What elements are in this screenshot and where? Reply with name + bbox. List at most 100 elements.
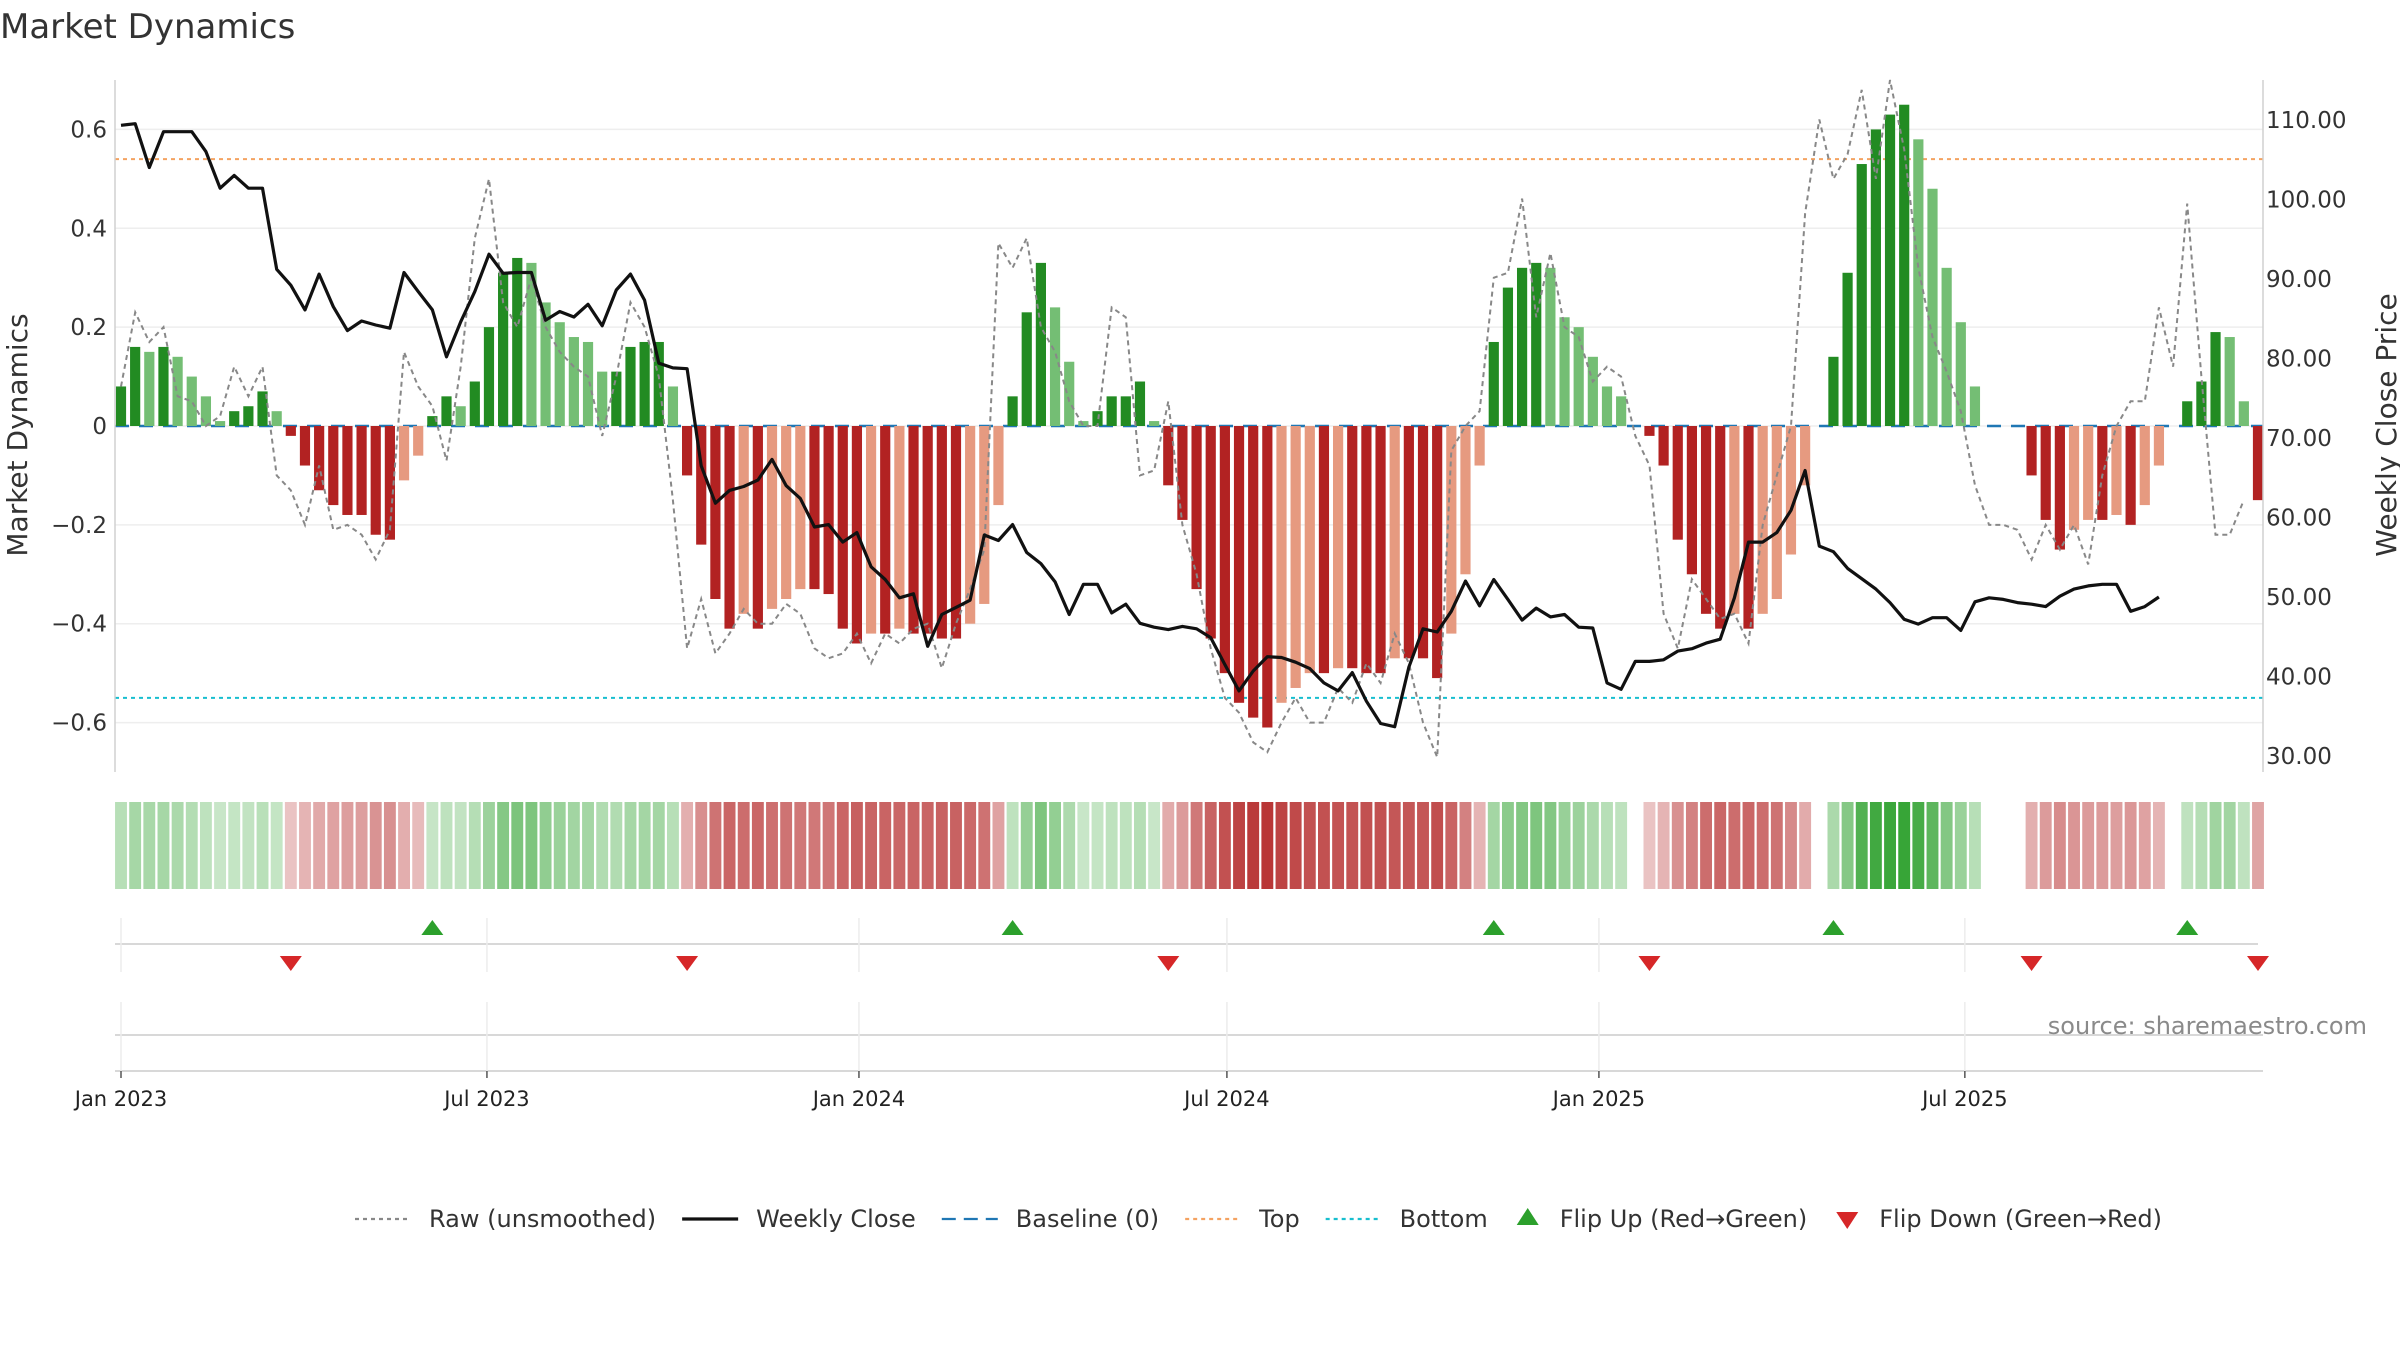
legend-item-raw: Raw (unsmoothed) bbox=[355, 1205, 656, 1233]
regime-cell bbox=[1898, 802, 1911, 889]
regime-cell bbox=[681, 802, 694, 889]
left-tick-label: 0.4 bbox=[70, 216, 107, 242]
bar bbox=[809, 426, 820, 590]
regime-cell bbox=[1473, 802, 1486, 889]
bar bbox=[158, 346, 169, 426]
regime-cell bbox=[2053, 802, 2066, 889]
regime-cell bbox=[270, 802, 283, 889]
bar bbox=[667, 386, 679, 426]
regime-cell bbox=[327, 802, 340, 889]
bar bbox=[908, 426, 919, 634]
legend-item-close: Weekly Close bbox=[682, 1205, 916, 1233]
regime-cell bbox=[214, 802, 227, 889]
bar bbox=[1120, 396, 1131, 426]
bar bbox=[1417, 426, 1429, 659]
regime-cell bbox=[652, 802, 665, 889]
regime-cell bbox=[1884, 802, 1896, 889]
regime-cell bbox=[780, 802, 793, 889]
bar bbox=[2224, 337, 2235, 426]
bar bbox=[2097, 426, 2108, 520]
legend-item-baseline: Baseline (0) bbox=[941, 1205, 1159, 1233]
bar bbox=[1870, 129, 1881, 426]
regime-cell bbox=[1714, 802, 1727, 889]
regime-cell bbox=[1827, 802, 1840, 889]
bar bbox=[257, 391, 268, 426]
regime-cell bbox=[1020, 802, 1033, 889]
right-axis-label: Weekly Close Price bbox=[2370, 293, 2400, 556]
bar bbox=[950, 426, 962, 639]
regime-cell bbox=[1247, 802, 1260, 889]
regime-cell bbox=[1233, 802, 1245, 889]
bar bbox=[1219, 426, 1230, 674]
regime-cell bbox=[1785, 802, 1797, 889]
right-tick-label: 110.00 bbox=[2266, 108, 2346, 134]
bar bbox=[1375, 426, 1386, 674]
bar bbox=[922, 426, 933, 634]
regime-cell bbox=[1204, 802, 1217, 889]
left-tick-label: −0.6 bbox=[51, 711, 107, 737]
x-tick-label: Jan 2025 bbox=[1551, 1087, 1646, 1111]
bar bbox=[894, 426, 905, 629]
regime-cell bbox=[171, 802, 184, 889]
bar bbox=[1389, 426, 1400, 659]
bar bbox=[681, 426, 693, 476]
bar bbox=[625, 346, 636, 426]
bar bbox=[2182, 401, 2193, 426]
bar bbox=[243, 406, 254, 426]
left-tick-label: 0 bbox=[92, 414, 107, 440]
regime-cell bbox=[1869, 802, 1882, 889]
bar bbox=[554, 322, 565, 426]
bar bbox=[455, 406, 466, 426]
bar bbox=[1828, 356, 1839, 426]
close-line bbox=[120, 122, 2160, 729]
regime-cell bbox=[1148, 802, 1161, 889]
regime-cell bbox=[440, 802, 453, 889]
left-tick-label: −0.2 bbox=[51, 513, 107, 539]
regime-cell bbox=[921, 802, 934, 889]
bar bbox=[540, 302, 551, 426]
regime-cell bbox=[850, 802, 863, 889]
bar bbox=[795, 426, 806, 590]
bar bbox=[1064, 361, 1075, 426]
bar-series bbox=[115, 104, 2264, 728]
left-tick-label: 0.6 bbox=[70, 117, 107, 143]
bar bbox=[1233, 426, 1245, 703]
regime-cell bbox=[624, 802, 637, 889]
bar bbox=[1446, 426, 1457, 634]
right-tick-label: 40.00 bbox=[2266, 665, 2332, 691]
bar bbox=[1969, 386, 1981, 426]
bar bbox=[880, 426, 891, 634]
bar bbox=[512, 257, 523, 426]
bar bbox=[1007, 396, 1018, 426]
bar bbox=[427, 416, 438, 426]
legend-item-flip_down: Flip Down (Green→Red) bbox=[1836, 1205, 2162, 1233]
regime-cell bbox=[1657, 802, 1670, 889]
bar bbox=[1318, 426, 1330, 674]
regime-cell bbox=[935, 802, 948, 889]
bar bbox=[1488, 341, 1499, 426]
regime-cell bbox=[1940, 802, 1953, 889]
regime-cell bbox=[2096, 802, 2109, 889]
bar bbox=[2125, 426, 2136, 525]
regime-cell bbox=[723, 802, 736, 889]
bar bbox=[384, 426, 395, 540]
bar bbox=[1262, 426, 1273, 728]
regime-cell bbox=[553, 802, 566, 889]
bar bbox=[1502, 287, 1514, 426]
bar bbox=[398, 426, 410, 481]
bar bbox=[1601, 386, 1613, 426]
bar bbox=[710, 426, 721, 599]
regime-cell bbox=[355, 802, 368, 889]
bar bbox=[1276, 426, 1287, 703]
regime-cell bbox=[483, 802, 495, 889]
regime-cell bbox=[978, 802, 991, 889]
regime-cell bbox=[1756, 802, 1769, 889]
regime-cell bbox=[511, 802, 524, 889]
right-tick-label: 50.00 bbox=[2266, 585, 2332, 611]
regime-cell bbox=[2110, 802, 2123, 889]
bar bbox=[1191, 426, 1202, 590]
regime-cell bbox=[1049, 802, 1061, 889]
bar bbox=[639, 341, 650, 426]
legend-marker bbox=[1836, 1212, 1859, 1229]
regime-cell bbox=[964, 802, 977, 889]
